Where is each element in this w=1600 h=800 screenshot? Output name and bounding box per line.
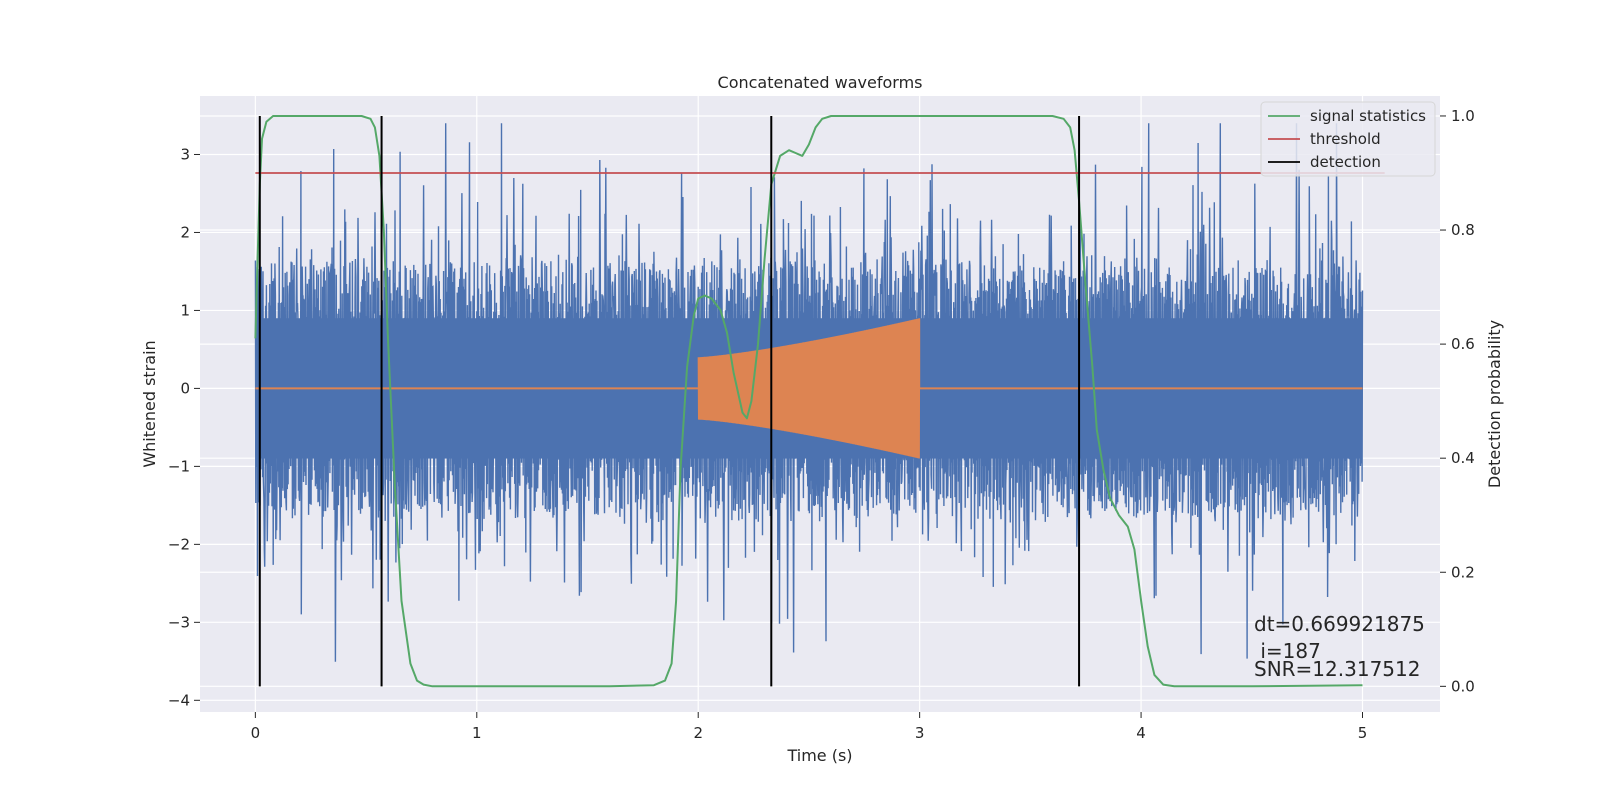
waveform-trace: [255, 318, 1363, 459]
chart-title: Concatenated waveforms: [718, 73, 923, 92]
y2-tick-label-0: 0.0: [1451, 677, 1475, 695]
x-tick-label-0: 0: [251, 724, 261, 742]
axes: 0 1 2 3 4 5 −4 −3 −2 −1 0 1 2 3 0.0 0.2 0.4 0.6 0.8 1.0: [168, 107, 1475, 742]
annotation-i: i=187: [1254, 639, 1321, 663]
y2-tick-label-3: 0.6: [1451, 335, 1475, 353]
y-tick-label-0: −4: [168, 691, 190, 709]
y-tick-label-7: 3: [180, 145, 190, 163]
legend-box: [1260, 101, 1436, 177]
y-axis-label: Whitened strain: [140, 340, 159, 467]
y-tick-label-1: −3: [168, 613, 190, 631]
y2-tick-label-5: 1.0: [1451, 107, 1475, 125]
y2-axis-label: Detection probability: [1485, 320, 1504, 488]
signal-statistics-line: [254, 115, 1363, 688]
y-tick-label-3: −1: [168, 457, 190, 475]
x-axis-label: Time (s): [786, 746, 852, 765]
x-tick-label-1: 1: [472, 724, 482, 742]
x-tick-label-4: 4: [1136, 724, 1146, 742]
y-tick-label-6: 2: [180, 223, 190, 241]
y2-tick-label-4: 0.8: [1451, 221, 1475, 239]
x-tick-label-2: 2: [693, 724, 703, 742]
y2-tick-label-2: 0.4: [1451, 449, 1475, 467]
legend: signal statistics threshold detection: [1260, 101, 1436, 177]
signal-statistics-layer: [254, 115, 1385, 688]
y-tick-label-2: −2: [168, 535, 190, 553]
x-tick-label-3: 3: [915, 724, 925, 742]
legend-label-threshold: threshold: [1310, 130, 1381, 148]
y-tick-label-5: 1: [180, 301, 190, 319]
annotation-snr: SNR=12.317512: [1254, 657, 1420, 681]
waveform-chirp: [697, 318, 921, 459]
annotation-dt: dt=0.669921875: [1254, 612, 1425, 636]
legend-label-signal-statistics: signal statistics: [1310, 107, 1426, 125]
y-tick-label-4: 0: [180, 379, 190, 397]
x-tick-label-5: 5: [1358, 724, 1368, 742]
legend-label-detection: detection: [1310, 153, 1381, 171]
y2-tick-label-1: 0.2: [1451, 563, 1475, 581]
